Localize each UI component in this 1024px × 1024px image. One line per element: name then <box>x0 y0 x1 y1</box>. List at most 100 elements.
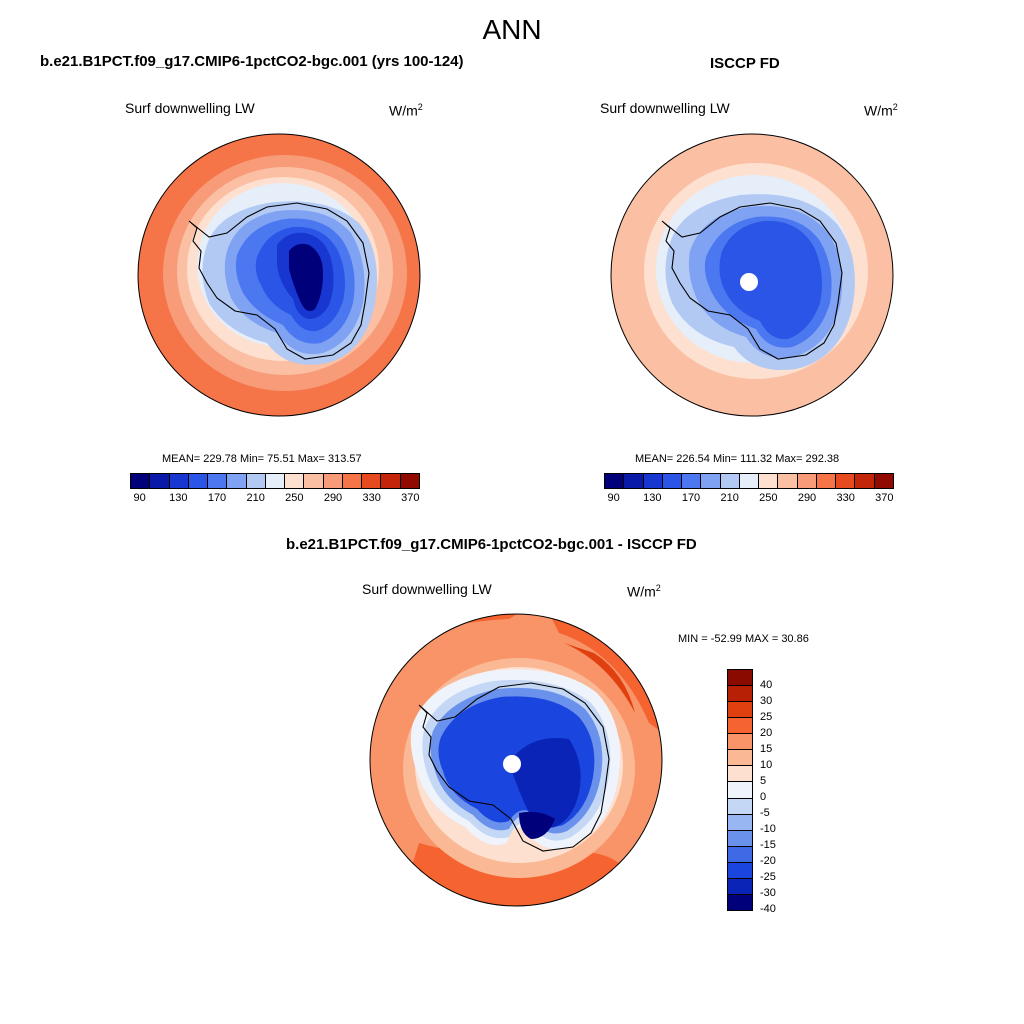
colorbar-swatch <box>400 474 419 488</box>
colorbar-tick-label: 290 <box>797 492 817 504</box>
panel3-colorbar-ticks: 40 30 25 20 15 10 5 0 -5 -10 -15 -20 -25 -30 -40 <box>760 669 800 915</box>
colorbar-swatch <box>728 878 752 895</box>
colorbar-tick-label: 20 <box>760 727 773 739</box>
colorbar-tick-label: -15 <box>760 839 776 851</box>
colorbar-tick-label: 370 <box>401 492 420 504</box>
colorbar-swatch <box>728 814 752 831</box>
colorbar-tick-label: 40 <box>760 679 773 691</box>
panel2-map-border <box>610 133 894 417</box>
colorbar-tick-label: 330 <box>836 492 855 504</box>
panel3-variable-label: Surf downwelling LW <box>362 581 492 597</box>
panel2-field-low <box>719 220 822 340</box>
colorbar-tick-label: 5 <box>760 775 767 787</box>
colorbar-swatch <box>739 474 760 488</box>
panel3-map-border <box>369 613 663 907</box>
panel1-variable-label: Surf downwelling LW <box>125 100 255 116</box>
panel2-coastline <box>661 202 843 360</box>
panel2-missing-data-pole <box>740 273 758 291</box>
colorbar-swatch <box>728 830 752 847</box>
panel2-colorbar: 90 130 170 210 250 290 330 370 <box>604 473 894 505</box>
colorbar-swatch <box>728 750 752 767</box>
colorbar-swatch <box>131 474 151 488</box>
colorbar-swatch <box>323 474 343 488</box>
colorbar-swatch <box>855 474 875 488</box>
colorbar-tick-label: 250 <box>759 492 778 504</box>
colorbar-swatch <box>728 702 752 719</box>
colorbar-tick-label: 370 <box>875 492 894 504</box>
colorbar-swatch <box>728 862 752 879</box>
colorbar-swatch <box>188 474 209 488</box>
panel1-coastline <box>188 202 370 360</box>
colorbar-swatch <box>759 474 779 488</box>
panel1-colorbar: 90 130 170 210 250 290 330 370 <box>130 473 420 505</box>
panel3-field-low <box>519 811 555 839</box>
colorbar-swatch <box>836 474 856 488</box>
colorbar-tick-label: 15 <box>760 743 773 755</box>
colorbar-tick-label: 10 <box>760 759 773 771</box>
colorbar-swatch <box>624 474 644 488</box>
panel3-title: b.e21.B1PCT.f09_g17.CMIP6-1pctCO2-bgc.00… <box>286 536 697 553</box>
colorbar-swatch <box>874 474 893 488</box>
colorbar-tick-label: 210 <box>720 492 739 504</box>
colorbar-swatch <box>150 474 170 488</box>
colorbar-tick-label: 0 <box>760 791 767 803</box>
colorbar-swatch <box>682 474 702 488</box>
colorbar-tick-label: 170 <box>681 492 701 504</box>
panel3-missing-data-pole <box>503 755 521 773</box>
panel3-field-contour <box>564 643 635 713</box>
colorbar-tick-label: 25 <box>760 711 773 723</box>
colorbar-swatch <box>728 766 752 783</box>
panel3-units: W/m2 <box>627 583 661 600</box>
colorbar-tick-label: 90 <box>607 492 620 504</box>
panel1-map <box>137 133 421 417</box>
colorbar-swatch <box>662 474 683 488</box>
panel1-map-border <box>137 133 421 417</box>
colorbar-swatch <box>728 846 752 863</box>
colorbar-tick-label: 210 <box>246 492 265 504</box>
colorbar-swatch <box>342 474 363 488</box>
panel3-stats: MIN = -52.99 MAX = 30.86 <box>678 633 809 645</box>
colorbar-swatch <box>265 474 286 488</box>
colorbar-tick-label: 250 <box>285 492 304 504</box>
colorbar-swatch <box>728 734 752 751</box>
panel2-title: ISCCP FD <box>710 55 780 72</box>
colorbar-tick-label: -40 <box>760 903 776 915</box>
panel3-field-contour <box>509 738 581 828</box>
panel1-field-low <box>289 243 323 311</box>
colorbar-swatch <box>797 474 817 488</box>
colorbar-swatch <box>778 474 798 488</box>
panel2-map <box>610 133 894 417</box>
panel2-stats: MEAN= 226.54 Min= 111.32 Max= 292.38 <box>635 453 840 465</box>
colorbar-swatch <box>728 718 752 735</box>
colorbar-swatch <box>362 474 382 488</box>
colorbar-tick-label: -10 <box>760 823 776 835</box>
colorbar-swatch <box>728 686 752 703</box>
colorbar-swatch <box>816 474 837 488</box>
colorbar-tick-label: -20 <box>760 855 776 867</box>
colorbar-tick-label: 290 <box>323 492 343 504</box>
colorbar-tick-label: -5 <box>760 807 770 819</box>
colorbar-tick-label: 30 <box>760 695 773 707</box>
colorbar-swatch <box>381 474 401 488</box>
colorbar-tick-label: 130 <box>169 492 188 504</box>
figure-title: ANN <box>482 14 542 45</box>
panel1-units: W/m2 <box>389 102 423 119</box>
colorbar-tick-label: -25 <box>760 871 776 883</box>
panel2-variable-label: Surf downwelling LW <box>600 100 730 116</box>
colorbar-swatch <box>208 474 228 488</box>
colorbar-swatch <box>728 670 752 687</box>
colorbar-tick-label: 330 <box>362 492 381 504</box>
colorbar-swatch <box>304 474 324 488</box>
colorbar-swatch <box>227 474 247 488</box>
colorbar-swatch <box>728 798 752 815</box>
colorbar-swatch <box>285 474 305 488</box>
panel2-units: W/m2 <box>864 102 898 119</box>
colorbar-tick-label: 170 <box>207 492 227 504</box>
colorbar-swatch <box>728 894 752 910</box>
colorbar-swatch <box>720 474 740 488</box>
panel1-title: b.e21.B1PCT.f09_g17.CMIP6-1pctCO2-bgc.00… <box>40 53 464 70</box>
colorbar-swatch <box>728 782 752 799</box>
panel3-colorbar <box>727 669 753 911</box>
colorbar-tick-label: -30 <box>760 887 776 899</box>
panel3-map <box>369 613 663 907</box>
